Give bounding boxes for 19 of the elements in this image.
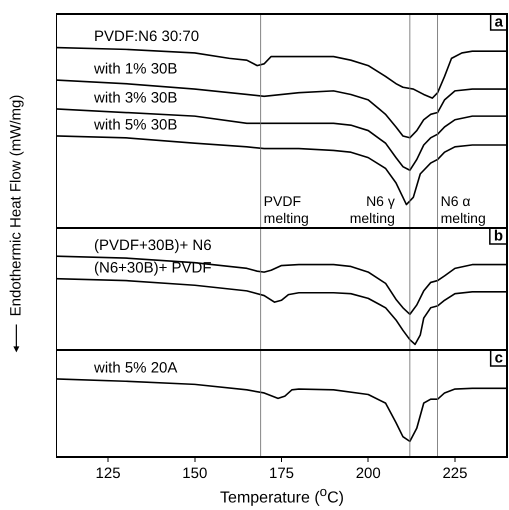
- x-tick-label: 125: [96, 465, 121, 482]
- y-axis-title: Endothermic Heat Flow (mW/mg): [8, 94, 24, 316]
- series-label: with 1% 30B: [93, 60, 178, 78]
- series-label: with 5% 30B: [93, 116, 178, 134]
- annotation: b: [494, 228, 504, 245]
- ref-line-label: N6 α melting: [440, 192, 486, 226]
- series-label: with 3% 30B: [93, 90, 178, 107]
- series-label: (PVDF+30B)+ N6: [94, 236, 212, 254]
- annotation: c: [494, 350, 503, 367]
- x-axis-title: Temperature ($^{o}$C): [219, 484, 345, 508]
- series-label: PVDF:N6 30:70: [94, 28, 200, 46]
- series-label: with 5% 20A: [93, 360, 178, 377]
- x-tick-label: 225: [442, 465, 468, 482]
- x-tick-label: 200: [356, 465, 381, 482]
- ref-line-label: PVDF melting: [264, 192, 309, 226]
- text: a: [494, 14, 504, 31]
- x-tick-label: 175: [268, 465, 294, 482]
- ref-line-label: N6 γ melting: [350, 192, 395, 226]
- x-tick-label: 150: [182, 465, 208, 482]
